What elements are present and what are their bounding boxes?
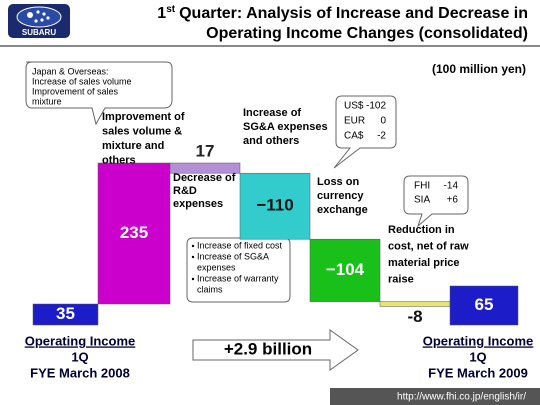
category-label: sales volume & — [102, 125, 182, 137]
callout-text: mixture — [32, 96, 62, 106]
value-label: -8 — [407, 307, 422, 326]
callout-text: Improvement of sales — [32, 86, 119, 96]
category-label: FYE March 2008 — [30, 365, 130, 380]
logo-oval — [16, 6, 62, 28]
callout-text: Increase of SG&A — [197, 251, 269, 261]
unit-label: (100 million yen) — [432, 62, 526, 76]
category-label: SG&A expenses — [243, 121, 328, 133]
url: http://www.fhi.co.jp/english/ir/ — [397, 392, 526, 403]
category-label: Decrease of — [173, 172, 236, 184]
bar — [97, 162, 171, 305]
bar — [309, 238, 381, 302]
category-label: R&D — [173, 185, 197, 197]
category-label: Operating Income — [25, 333, 136, 348]
currency-name: CA$ — [344, 131, 364, 142]
value-label: 65 — [475, 295, 494, 314]
value-label: −110 — [256, 196, 293, 215]
value-label: 235 — [120, 223, 148, 242]
bar — [169, 162, 241, 174]
cost-value: -14 — [444, 181, 459, 192]
category-label: Loss on — [317, 176, 359, 188]
category-label: FYE March 2009 — [428, 365, 528, 380]
callout-sales — [25, 61, 173, 126]
value-label: −104 — [326, 260, 365, 279]
currency-value: -102 — [366, 101, 386, 112]
footer-band — [330, 388, 540, 405]
callout-cost — [403, 175, 469, 228]
change-label: +2.9 billion — [224, 339, 312, 358]
category-label: cost, net of raw — [388, 240, 469, 252]
currency-name: US$ — [344, 101, 364, 112]
cost-name: SIA — [414, 195, 430, 206]
category-label: mixture and — [102, 140, 164, 152]
category-label: others — [102, 154, 136, 166]
bar — [239, 172, 311, 240]
callout-text: Japan & Overseas: — [32, 66, 109, 76]
category-label: currency — [317, 190, 364, 202]
currency-value: -2 — [377, 131, 386, 142]
category-label: exchange — [317, 204, 368, 216]
callout-text: Increase of warranty — [197, 273, 279, 283]
category-label: 1Q — [71, 349, 88, 364]
category-label: Improvement of — [102, 111, 185, 123]
title-ordinal: st — [166, 4, 176, 15]
callout-text: claims — [197, 284, 223, 294]
cost-name: FHI — [414, 181, 430, 192]
category-label: Operating Income — [423, 333, 534, 348]
category-label: raise — [388, 273, 414, 285]
category-label: expenses — [173, 198, 223, 210]
callout-text: Increase of sales volume — [32, 76, 132, 86]
bullet — [191, 277, 195, 281]
value-label: 35 — [56, 304, 75, 323]
bullet — [191, 255, 195, 259]
cost-value: +6 — [447, 195, 459, 206]
category-label: and others — [243, 135, 299, 147]
change-arrow — [192, 329, 359, 371]
bar — [449, 285, 519, 326]
category-label: Reduction in — [388, 224, 455, 236]
currency-name: EUR — [344, 116, 365, 127]
title-line-1: 1st Quarter: Analysis of Increase and Dec… — [157, 4, 528, 23]
category-label: Increase of — [243, 107, 301, 119]
value-label: 17 — [196, 141, 215, 160]
callout-currency — [333, 95, 397, 169]
logo-text: SUBARU — [22, 28, 56, 37]
logo-stars — [27, 10, 50, 23]
currency-value: 0 — [380, 116, 386, 127]
category-label: 1Q — [469, 349, 486, 364]
bullet — [191, 244, 195, 248]
bar — [379, 301, 451, 307]
callout-text: Increase of fixed cost — [197, 240, 283, 250]
bar — [32, 303, 99, 326]
category-label: material price — [388, 257, 460, 269]
title-text: Quarter: Analysis of Increase and Decrea… — [179, 5, 528, 22]
title-line-2: Operating Income Changes (consolidated) — [206, 25, 528, 42]
callout-text: expenses — [197, 262, 236, 272]
title-number: 1 — [157, 5, 166, 22]
